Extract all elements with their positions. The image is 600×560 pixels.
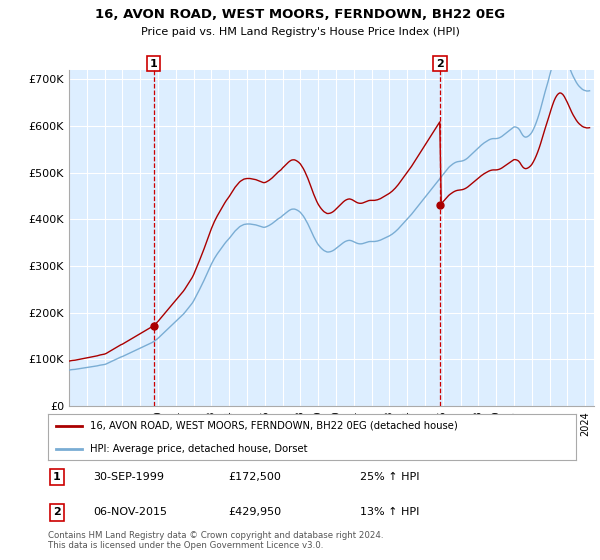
Text: HPI: Average price, detached house, Dorset: HPI: Average price, detached house, Dors… (90, 444, 308, 454)
Text: Contains HM Land Registry data © Crown copyright and database right 2024.
This d: Contains HM Land Registry data © Crown c… (48, 531, 383, 550)
Text: 16, AVON ROAD, WEST MOORS, FERNDOWN, BH22 0EG: 16, AVON ROAD, WEST MOORS, FERNDOWN, BH2… (95, 8, 505, 21)
Text: 13% ↑ HPI: 13% ↑ HPI (360, 507, 419, 517)
Text: Price paid vs. HM Land Registry's House Price Index (HPI): Price paid vs. HM Land Registry's House … (140, 27, 460, 37)
Text: 2: 2 (53, 507, 61, 517)
Text: 2: 2 (436, 59, 444, 69)
Text: 1: 1 (53, 472, 61, 482)
Text: 25% ↑ HPI: 25% ↑ HPI (360, 472, 419, 482)
Text: 1: 1 (149, 59, 157, 69)
Text: 30-SEP-1999: 30-SEP-1999 (93, 472, 164, 482)
Text: 16, AVON ROAD, WEST MOORS, FERNDOWN, BH22 0EG (detached house): 16, AVON ROAD, WEST MOORS, FERNDOWN, BH2… (90, 421, 458, 431)
Text: £172,500: £172,500 (228, 472, 281, 482)
Text: 06-NOV-2015: 06-NOV-2015 (93, 507, 167, 517)
Text: £429,950: £429,950 (228, 507, 281, 517)
